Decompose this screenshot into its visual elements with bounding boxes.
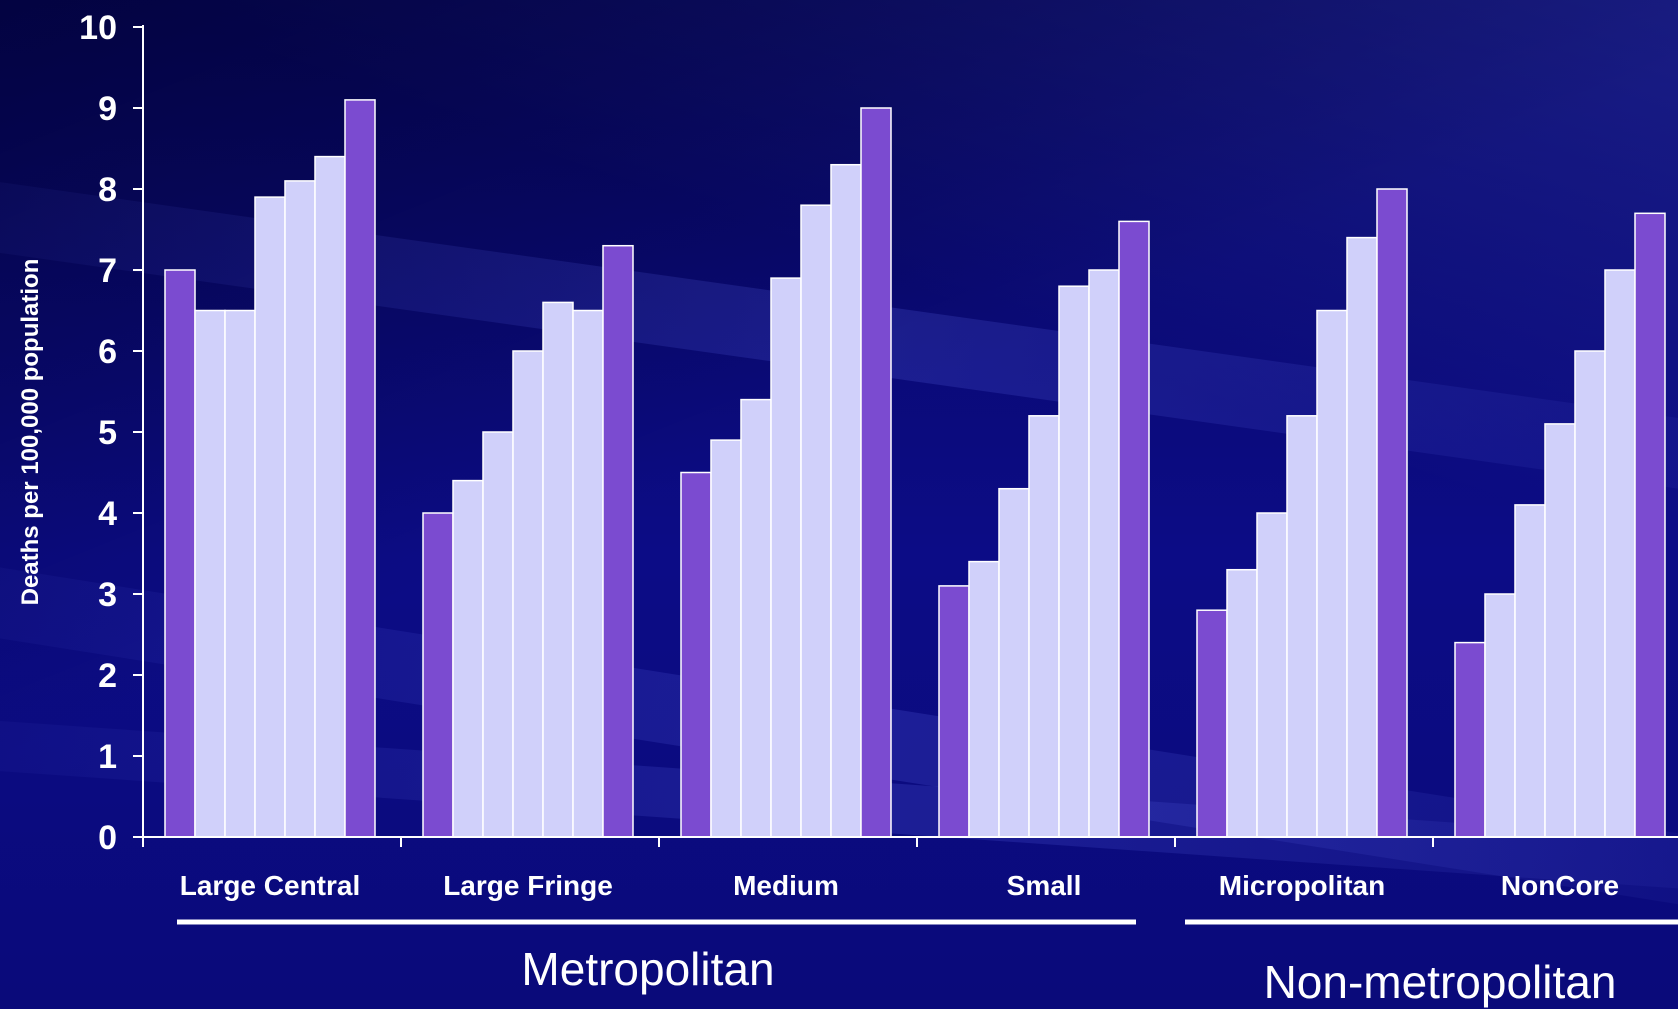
y-tick-label: 5 xyxy=(98,414,117,452)
bar xyxy=(345,100,375,837)
bar xyxy=(1287,416,1317,837)
bar xyxy=(1485,594,1515,837)
y-tick-label: 2 xyxy=(98,657,117,695)
category-label: Small xyxy=(1007,870,1082,901)
bar xyxy=(1059,286,1089,837)
bar xyxy=(861,108,891,837)
y-tick-label: 9 xyxy=(98,90,117,128)
bar xyxy=(801,205,831,837)
bar xyxy=(1377,189,1407,837)
y-tick-label: 6 xyxy=(98,333,117,371)
bar xyxy=(603,246,633,837)
bar xyxy=(741,400,771,837)
bar xyxy=(195,311,225,838)
category-label: Large Central xyxy=(180,870,361,901)
bar xyxy=(1515,505,1545,837)
bar xyxy=(315,157,345,837)
bar xyxy=(1317,311,1347,838)
bar xyxy=(573,311,603,838)
bar xyxy=(225,311,255,838)
category-label: Micropolitan xyxy=(1219,870,1385,901)
y-tick-label: 0 xyxy=(98,819,117,857)
bar xyxy=(165,270,195,837)
bar xyxy=(1455,643,1485,837)
bar xyxy=(969,562,999,837)
y-tick-label: 1 xyxy=(98,738,117,776)
bar xyxy=(1197,610,1227,837)
category-label: Large Fringe xyxy=(443,870,613,901)
bar xyxy=(939,586,969,837)
group-label: Metropolitan xyxy=(521,943,774,995)
group-label: Non-metropolitan xyxy=(1264,956,1617,1008)
bar xyxy=(1347,238,1377,837)
group-labels: Metropolitan Non-metropolitan xyxy=(177,922,1678,1008)
bar xyxy=(711,440,741,837)
bar xyxy=(423,513,453,837)
y-tick-label: 8 xyxy=(98,171,117,209)
y-tick-label: 10 xyxy=(79,9,117,47)
category-label: NonCore xyxy=(1501,870,1619,901)
y-tick-label: 4 xyxy=(98,495,117,533)
bar xyxy=(453,481,483,837)
y-tick-label: 3 xyxy=(98,576,117,614)
bar xyxy=(543,302,573,837)
bar xyxy=(1635,213,1665,837)
bar xyxy=(1605,270,1635,837)
bar xyxy=(483,432,513,837)
bar xyxy=(255,197,285,837)
bar xyxy=(771,278,801,837)
y-axis-title: Deaths per 100,000 population xyxy=(17,259,44,606)
category-label: Medium xyxy=(733,870,839,901)
bars-layer xyxy=(165,100,1665,837)
bar xyxy=(1089,270,1119,837)
bar xyxy=(1029,416,1059,837)
bar xyxy=(513,351,543,837)
bar xyxy=(285,181,315,837)
y-tick-label: 7 xyxy=(98,252,117,290)
bar xyxy=(999,489,1029,837)
bar xyxy=(1545,424,1575,837)
bar xyxy=(1257,513,1287,837)
bar xyxy=(681,473,711,838)
bar xyxy=(1575,351,1605,837)
bar xyxy=(1119,221,1149,837)
category-labels: Large Central Large Fringe Medium Small Micr… xyxy=(180,870,1619,901)
bar xyxy=(1227,570,1257,837)
bar xyxy=(831,165,861,837)
